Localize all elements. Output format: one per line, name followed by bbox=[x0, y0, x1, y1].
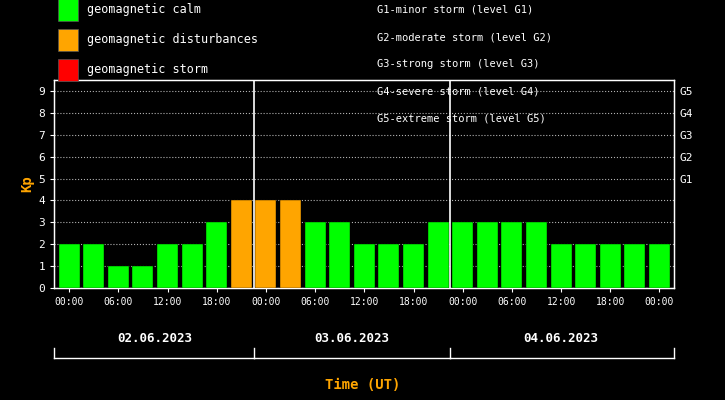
Bar bbox=[83, 244, 104, 288]
Text: Time (UT): Time (UT) bbox=[325, 378, 400, 392]
Bar bbox=[231, 200, 252, 288]
Bar bbox=[255, 200, 276, 288]
Bar bbox=[329, 222, 350, 288]
Text: 02.06.2023: 02.06.2023 bbox=[117, 332, 193, 344]
Bar bbox=[575, 244, 596, 288]
Text: 03.06.2023: 03.06.2023 bbox=[315, 332, 389, 344]
Bar bbox=[378, 244, 399, 288]
Bar bbox=[452, 222, 473, 288]
Bar bbox=[403, 244, 424, 288]
Text: G1-minor storm (level G1): G1-minor storm (level G1) bbox=[377, 5, 534, 15]
Text: 04.06.2023: 04.06.2023 bbox=[523, 332, 599, 344]
Text: geomagnetic storm: geomagnetic storm bbox=[87, 64, 208, 76]
Bar bbox=[428, 222, 449, 288]
Text: geomagnetic disturbances: geomagnetic disturbances bbox=[87, 34, 258, 46]
Bar bbox=[133, 266, 154, 288]
Bar bbox=[304, 222, 326, 288]
Bar bbox=[182, 244, 202, 288]
Text: G2-moderate storm (level G2): G2-moderate storm (level G2) bbox=[377, 32, 552, 42]
Bar bbox=[526, 222, 547, 288]
Bar bbox=[649, 244, 670, 288]
Bar bbox=[59, 244, 80, 288]
Bar bbox=[600, 244, 621, 288]
Bar bbox=[551, 244, 571, 288]
Bar bbox=[157, 244, 178, 288]
Text: G3-strong storm (level G3): G3-strong storm (level G3) bbox=[377, 60, 539, 70]
Bar bbox=[280, 200, 301, 288]
Text: G5-extreme storm (level G5): G5-extreme storm (level G5) bbox=[377, 114, 546, 124]
Text: G4-severe storm (level G4): G4-severe storm (level G4) bbox=[377, 87, 539, 97]
Text: geomagnetic calm: geomagnetic calm bbox=[87, 4, 201, 16]
Bar bbox=[108, 266, 129, 288]
Bar bbox=[207, 222, 227, 288]
Bar bbox=[624, 244, 645, 288]
Bar bbox=[477, 222, 498, 288]
Bar bbox=[502, 222, 522, 288]
Bar bbox=[354, 244, 375, 288]
Y-axis label: Kp: Kp bbox=[20, 176, 34, 192]
